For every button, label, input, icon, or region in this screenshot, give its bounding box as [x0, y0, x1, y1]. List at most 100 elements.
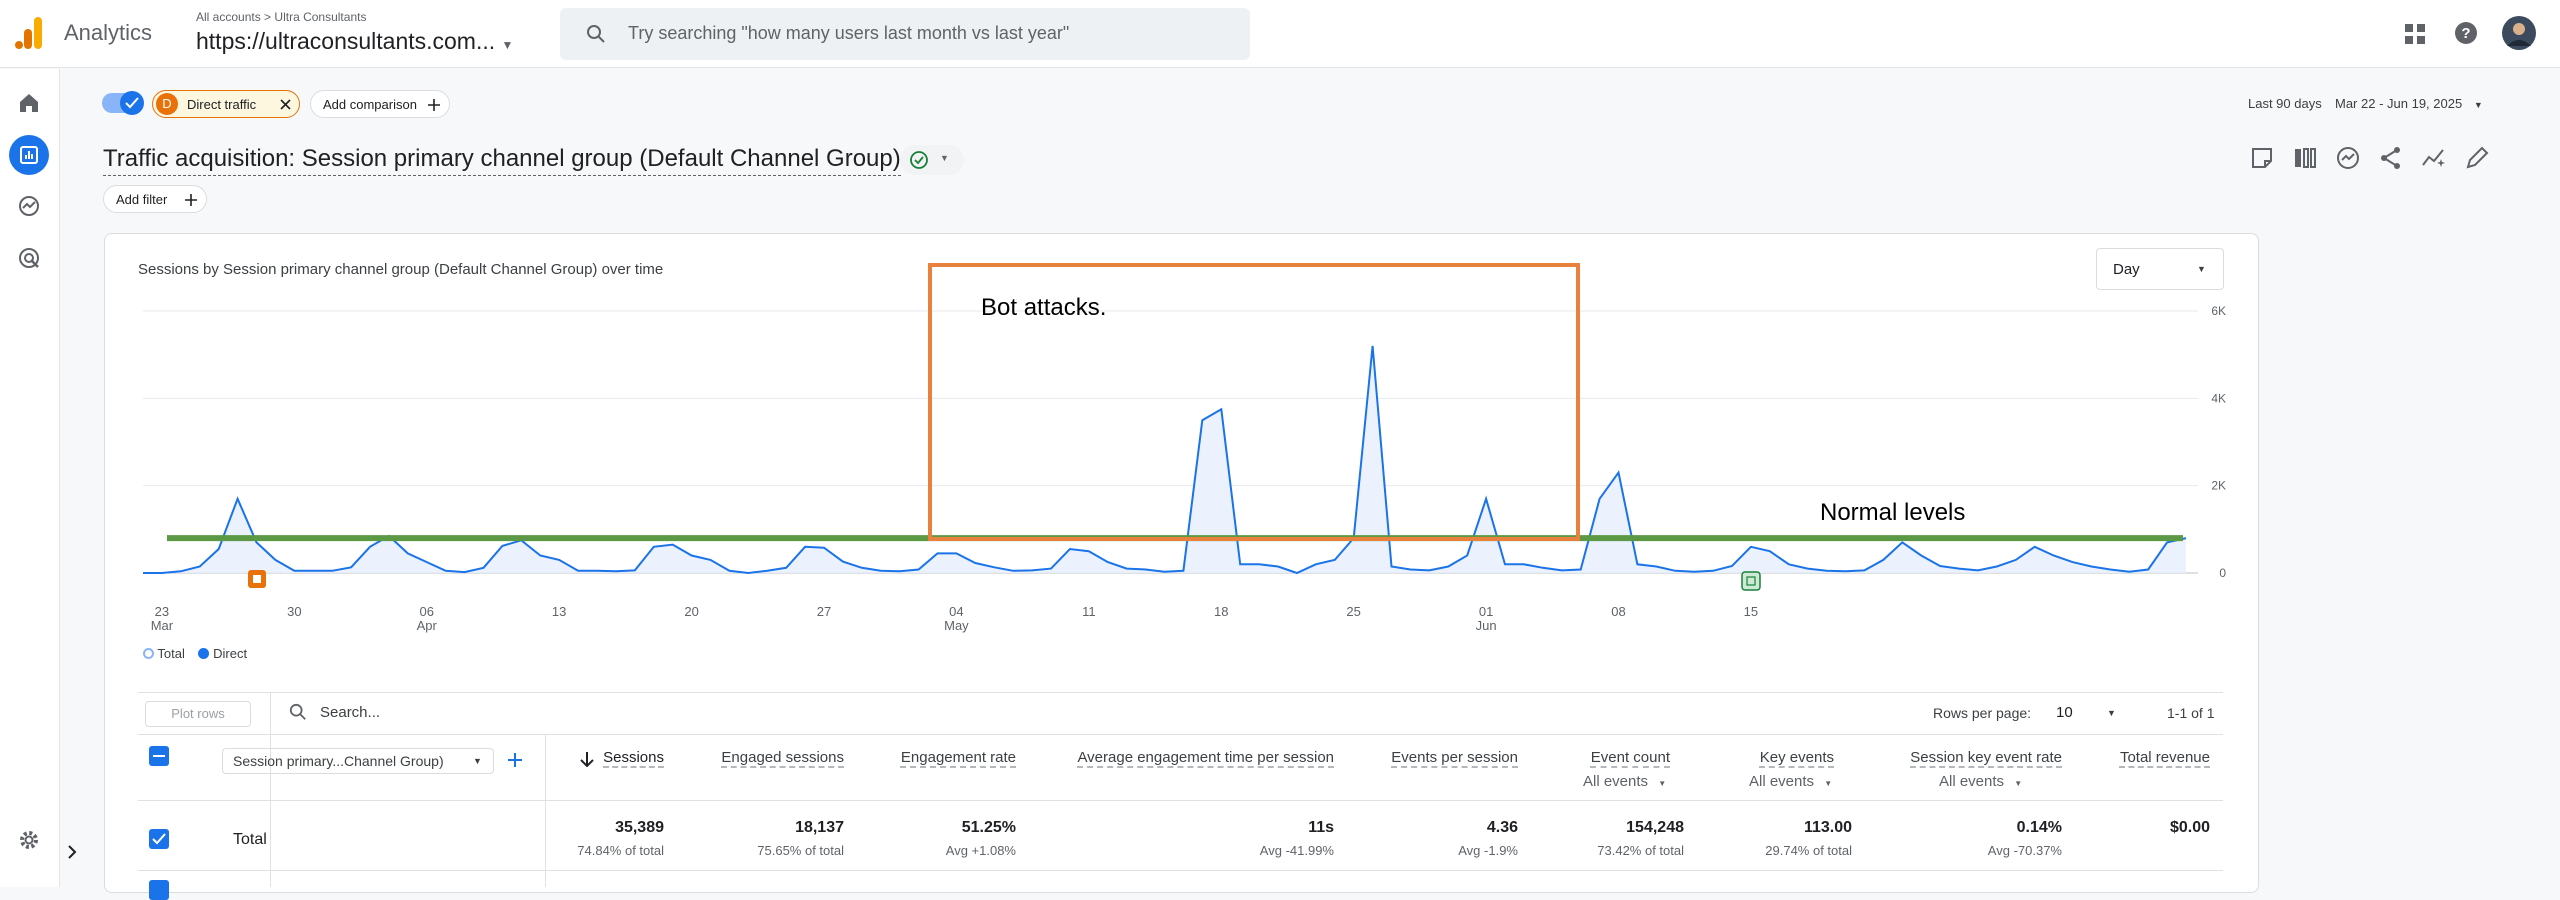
- top-app-bar: [0, 0, 2560, 68]
- report-note-icon[interactable]: [2249, 145, 2275, 171]
- y-tick-label: 0: [2219, 566, 2226, 580]
- sort-descending-arrow-icon[interactable]: [580, 751, 594, 767]
- total-row-checkbox[interactable]: [149, 829, 169, 849]
- x-tick-month-label: Apr: [417, 618, 438, 633]
- report-title[interactable]: Traffic acquisition: Session primary cha…: [103, 145, 901, 176]
- plus-icon: [185, 194, 197, 206]
- x-tick-label: 08: [1611, 604, 1625, 619]
- col-header-engagement-rate[interactable]: Engagement rate: [900, 749, 1016, 766]
- total-key-event-rate: 0.14%: [2016, 819, 2062, 836]
- x-tick-label: 20: [684, 604, 698, 619]
- report-status-button[interactable]: ▼: [900, 145, 964, 175]
- trend-sparkle-icon[interactable]: [2421, 145, 2447, 171]
- y-tick-label: 6K: [2211, 304, 2226, 318]
- total-engagement-rate-avg: Avg +1.08%: [945, 843, 1016, 858]
- chart-title: Sessions by Session primary channel grou…: [138, 261, 664, 278]
- granularity-value: Day: [2113, 261, 2140, 278]
- rows-per-page-label: Rows per page:: [1933, 705, 2032, 721]
- key-event-rate-filter[interactable]: All events ▼: [1939, 773, 2022, 790]
- date-range-label: Last 90 days: [2248, 96, 2322, 111]
- col-header-event-count[interactable]: Event count: [1590, 749, 1670, 766]
- apps-grid-icon[interactable]: [2404, 23, 2426, 45]
- col-header-sessions[interactable]: Sessions: [603, 749, 664, 766]
- add-dimension-plus-icon[interactable]: [507, 752, 523, 768]
- event-count-filter-label: All events: [1583, 773, 1649, 790]
- date-range-selector[interactable]: Mar 22 - Jun 19, 2025 ▼: [2335, 96, 2483, 111]
- total-sessions: 35,389: [615, 819, 664, 836]
- annotation-marker-green: [1741, 571, 1761, 591]
- explore-icon[interactable]: [18, 195, 40, 217]
- next-row-checkbox[interactable]: [149, 880, 169, 900]
- x-tick-label: 11: [1082, 604, 1096, 619]
- insights-icon[interactable]: [2335, 145, 2361, 171]
- col-header-total-revenue[interactable]: Total revenue: [2119, 749, 2210, 766]
- table-top-border: [138, 692, 2223, 693]
- status-chevron-icon: ▼: [940, 153, 949, 163]
- app-title: Analytics: [64, 20, 153, 45]
- breadcrumb-separator: >: [264, 10, 272, 24]
- col-header-engaged-sessions[interactable]: Engaged sessions: [721, 749, 844, 766]
- key-events-filter[interactable]: All events ▼: [1749, 773, 1832, 790]
- comparison-toggle-knob: [120, 91, 144, 115]
- search-bar[interactable]: Try searching "how many users last month…: [560, 8, 1250, 60]
- direct-traffic-chip[interactable]: D Direct traffic: [152, 90, 300, 118]
- legend-direct-label: Direct: [213, 646, 248, 661]
- chip-avatar: D: [156, 93, 178, 115]
- admin-gear-icon[interactable]: [18, 829, 40, 851]
- col-header-key-events[interactable]: Key events: [1759, 749, 1834, 766]
- check-icon: [152, 833, 166, 845]
- property-selector[interactable]: https://ultraconsultants.com... ▼: [196, 28, 513, 55]
- date-range-value: Mar 22 - Jun 19, 2025: [2335, 96, 2463, 111]
- table-search-input[interactable]: Search...: [320, 704, 381, 721]
- edit-pencil-icon[interactable]: [2464, 145, 2490, 171]
- bot-attacks-label: Bot attacks.: [981, 294, 1106, 321]
- col-header-avg-engagement-time[interactable]: Average engagement time per session: [1077, 749, 1334, 766]
- x-tick-label: 04: [949, 604, 963, 619]
- legend-direct-marker: [198, 648, 210, 659]
- compare-columns-icon[interactable]: [2292, 145, 2318, 171]
- event-count-filter[interactable]: All events ▼: [1583, 773, 1666, 790]
- total-engagement-rate: 51.25%: [961, 819, 1016, 836]
- reports-nav-active[interactable]: [9, 135, 49, 175]
- y-tick-label: 2K: [2211, 479, 2226, 493]
- table-search-icon: [289, 703, 306, 720]
- x-tick-label: 30: [287, 604, 301, 619]
- breadcrumb-account[interactable]: Ultra Consultants: [274, 10, 367, 24]
- help-icon[interactable]: ?: [2454, 21, 2478, 45]
- share-icon[interactable]: [2378, 145, 2404, 171]
- svg-text:?: ?: [2461, 25, 2470, 42]
- x-tick-label: 01: [1479, 604, 1493, 619]
- key-event-rate-filter-chevron-icon: ▼: [2014, 779, 2023, 788]
- total-events-per-session-avg: Avg -1.9%: [1458, 843, 1518, 858]
- plot-rows-button[interactable]: Plot rows: [145, 701, 251, 727]
- comparison-toggle[interactable]: [102, 91, 144, 115]
- rows-per-page-select[interactable]: 10 ▼: [2054, 701, 2124, 727]
- user-avatar-icon[interactable]: [2502, 16, 2536, 50]
- expand-rail-chevron-icon[interactable]: [64, 844, 80, 860]
- total-avg-engagement-time: 11s: [1308, 819, 1334, 836]
- home-icon[interactable]: [18, 92, 40, 114]
- select-all-checkbox[interactable]: [149, 746, 169, 766]
- advertising-icon[interactable]: [18, 247, 40, 269]
- col-header-events-per-session[interactable]: Events per session: [1391, 749, 1518, 766]
- breadcrumb-all-accounts[interactable]: All accounts: [196, 10, 261, 24]
- dimension-select[interactable]: Session primary...Channel Group) ▼: [222, 748, 494, 774]
- dimension-column-divider: [545, 735, 546, 887]
- dimension-chevron-icon: ▼: [473, 756, 482, 766]
- chip-close-icon[interactable]: [280, 99, 291, 110]
- total-revenue: $0.00: [2169, 819, 2210, 836]
- total-key-events-share: 29.74% of total: [1765, 843, 1852, 858]
- granularity-select[interactable]: Day ▼: [2096, 248, 2224, 290]
- indeterminate-mark: [153, 755, 165, 757]
- analytics-logo-icon[interactable]: [14, 15, 44, 51]
- granularity-chevron-icon: ▼: [2197, 264, 2206, 274]
- add-filter-button[interactable]: Add filter: [103, 185, 207, 213]
- add-comparison-button[interactable]: Add comparison: [310, 90, 450, 118]
- key-events-filter-label: All events: [1749, 773, 1815, 790]
- dimension-value: Session primary...Channel Group): [233, 753, 444, 769]
- event-count-filter-chevron-icon: ▼: [1658, 779, 1667, 788]
- col-header-session-key-event-rate[interactable]: Session key event rate: [1910, 749, 2062, 766]
- annotation-marker-orange-inner: [253, 575, 261, 583]
- header-bottom-border: [138, 800, 2223, 801]
